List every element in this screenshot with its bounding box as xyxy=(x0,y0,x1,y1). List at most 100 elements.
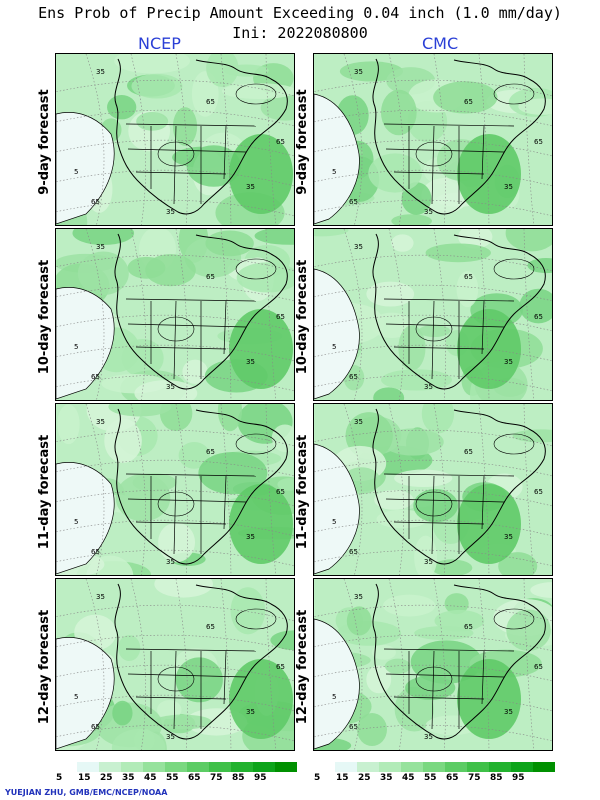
contour-label: 65 xyxy=(464,98,473,106)
contour-label: 35 xyxy=(424,208,433,216)
contour-label: 65 xyxy=(91,723,100,731)
contour-label: 65 xyxy=(206,623,215,631)
contour-label: 5 xyxy=(332,343,336,351)
legend-swatch xyxy=(275,762,297,772)
map-ncep-11day: 35 65 35 65 35 65 5 xyxy=(55,403,295,576)
legend-tick-label: 45 xyxy=(144,773,157,783)
contour-label: 35 xyxy=(246,708,255,716)
legend-swatch xyxy=(423,762,445,772)
legend-swatch xyxy=(533,762,555,772)
contour-label: 65 xyxy=(349,373,358,381)
row-label-10day-cmc: 10-day forecast xyxy=(295,259,310,375)
contour-label: 35 xyxy=(166,733,175,741)
legend-tick-label: 35 xyxy=(380,773,393,783)
legend-tick-label: 85 xyxy=(490,773,503,783)
legend-swatch xyxy=(335,762,357,772)
contour-label: 35 xyxy=(96,593,105,601)
precip-probability-map: 35 65 35 65 35 65 5 xyxy=(314,229,552,400)
legend-swatch xyxy=(401,762,423,772)
contour-label: 65 xyxy=(206,98,215,106)
contour-label: 35 xyxy=(354,418,363,426)
contour-label: 35 xyxy=(424,558,433,566)
contour-label: 65 xyxy=(349,548,358,556)
precip-probability-map: 35 65 35 65 35 65 5 xyxy=(56,404,294,575)
map-cmc-9day: 35 65 35 65 35 65 5 xyxy=(313,53,553,226)
legend-tick-label: 25 xyxy=(358,773,371,783)
precip-probability-map: 35 65 35 65 35 65 5 xyxy=(314,54,552,225)
legend-tick-label: 25 xyxy=(100,773,113,783)
contour-label: 35 xyxy=(166,208,175,216)
contour-label: 5 xyxy=(332,518,336,526)
precip-probability-map: 35 65 35 65 35 65 5 xyxy=(56,579,294,750)
row-label-11day: 11-day forecast xyxy=(37,434,52,550)
contour-label: 65 xyxy=(534,488,543,496)
row-label-9day-cmc: 9-day forecast xyxy=(295,89,310,195)
contour-label: 65 xyxy=(534,663,543,671)
precip-probability-map: 35 65 35 65 35 65 5 xyxy=(56,54,294,225)
legend-swatch xyxy=(143,762,165,772)
contour-label: 65 xyxy=(464,448,473,456)
map-ncep-10day: 35 65 35 65 35 65 5 xyxy=(55,228,295,401)
contour-label: 35 xyxy=(246,533,255,541)
contour-label: 65 xyxy=(464,623,473,631)
contour-label: 35 xyxy=(354,68,363,76)
legend-tick-label: 45 xyxy=(402,773,415,783)
legend-tick-label: 15 xyxy=(78,773,91,783)
legend-tick-label: 5 xyxy=(56,773,63,783)
legend-tick-label: 75 xyxy=(468,773,481,783)
legend-swatch xyxy=(357,762,379,772)
map-cmc-12day: 35 65 35 65 35 65 5 xyxy=(313,578,553,751)
legend-bar-left xyxy=(55,762,297,772)
contour-label: 5 xyxy=(74,518,78,526)
legend-tick-label: 55 xyxy=(166,773,179,783)
contour-label: 5 xyxy=(74,693,78,701)
row-label-11day-cmc: 11-day forecast xyxy=(295,434,310,550)
chart-title: Ens Prob of Precip Amount Exceeding 0.04… xyxy=(38,4,562,22)
map-cmc-10day: 35 65 35 65 35 65 5 xyxy=(313,228,553,401)
map-ncep-9day: 35 65 35 65 35 65 5 xyxy=(55,53,295,226)
legend-swatch xyxy=(209,762,231,772)
row-label-12day-cmc: 12-day forecast xyxy=(295,609,310,725)
contour-label: 65 xyxy=(276,488,285,496)
precip-probability-map: 35 65 35 65 35 65 5 xyxy=(56,229,294,400)
contour-label: 65 xyxy=(276,663,285,671)
legend-swatch xyxy=(99,762,121,772)
contour-label: 35 xyxy=(504,358,513,366)
legend-tick-label: 35 xyxy=(122,773,135,783)
contour-label: 65 xyxy=(349,198,358,206)
contour-label: 65 xyxy=(91,373,100,381)
legend-swatch xyxy=(511,762,533,772)
contour-label: 65 xyxy=(206,273,215,281)
legend-tick-label: 15 xyxy=(336,773,349,783)
legend-tick-label: 5 xyxy=(314,773,321,783)
contour-label: 5 xyxy=(332,693,336,701)
legend-swatch xyxy=(445,762,467,772)
contour-label: 65 xyxy=(276,313,285,321)
contour-label: 35 xyxy=(354,593,363,601)
contour-label: 35 xyxy=(504,183,513,191)
contour-label: 35 xyxy=(96,68,105,76)
contour-label: 35 xyxy=(166,558,175,566)
contour-label: 35 xyxy=(354,243,363,251)
column-header-cmc: CMC xyxy=(422,34,459,53)
contour-label: 35 xyxy=(246,358,255,366)
legend-tick-label: 65 xyxy=(446,773,459,783)
legend-swatch xyxy=(55,762,77,772)
precip-probability-map: 35 65 35 65 35 65 5 xyxy=(314,579,552,750)
legend-swatch xyxy=(253,762,275,772)
map-cmc-11day: 35 65 35 65 35 65 5 xyxy=(313,403,553,576)
legend-tick-label: 75 xyxy=(210,773,223,783)
contour-label: 65 xyxy=(276,138,285,146)
contour-label: 5 xyxy=(74,343,78,351)
row-label-12day: 12-day forecast xyxy=(37,609,52,725)
column-header-ncep: NCEP xyxy=(138,34,181,53)
init-time: Ini: 2022080800 xyxy=(232,24,368,42)
contour-label: 5 xyxy=(74,168,78,176)
legend-swatch xyxy=(489,762,511,772)
contour-label: 65 xyxy=(349,723,358,731)
contour-label: 65 xyxy=(534,313,543,321)
legend-swatch xyxy=(187,762,209,772)
credit-line: YUEJIAN ZHU, GMB/EMC/NCEP/NOAA xyxy=(5,788,168,797)
contour-label: 65 xyxy=(464,273,473,281)
map-ncep-12day: 35 65 35 65 35 65 5 xyxy=(55,578,295,751)
